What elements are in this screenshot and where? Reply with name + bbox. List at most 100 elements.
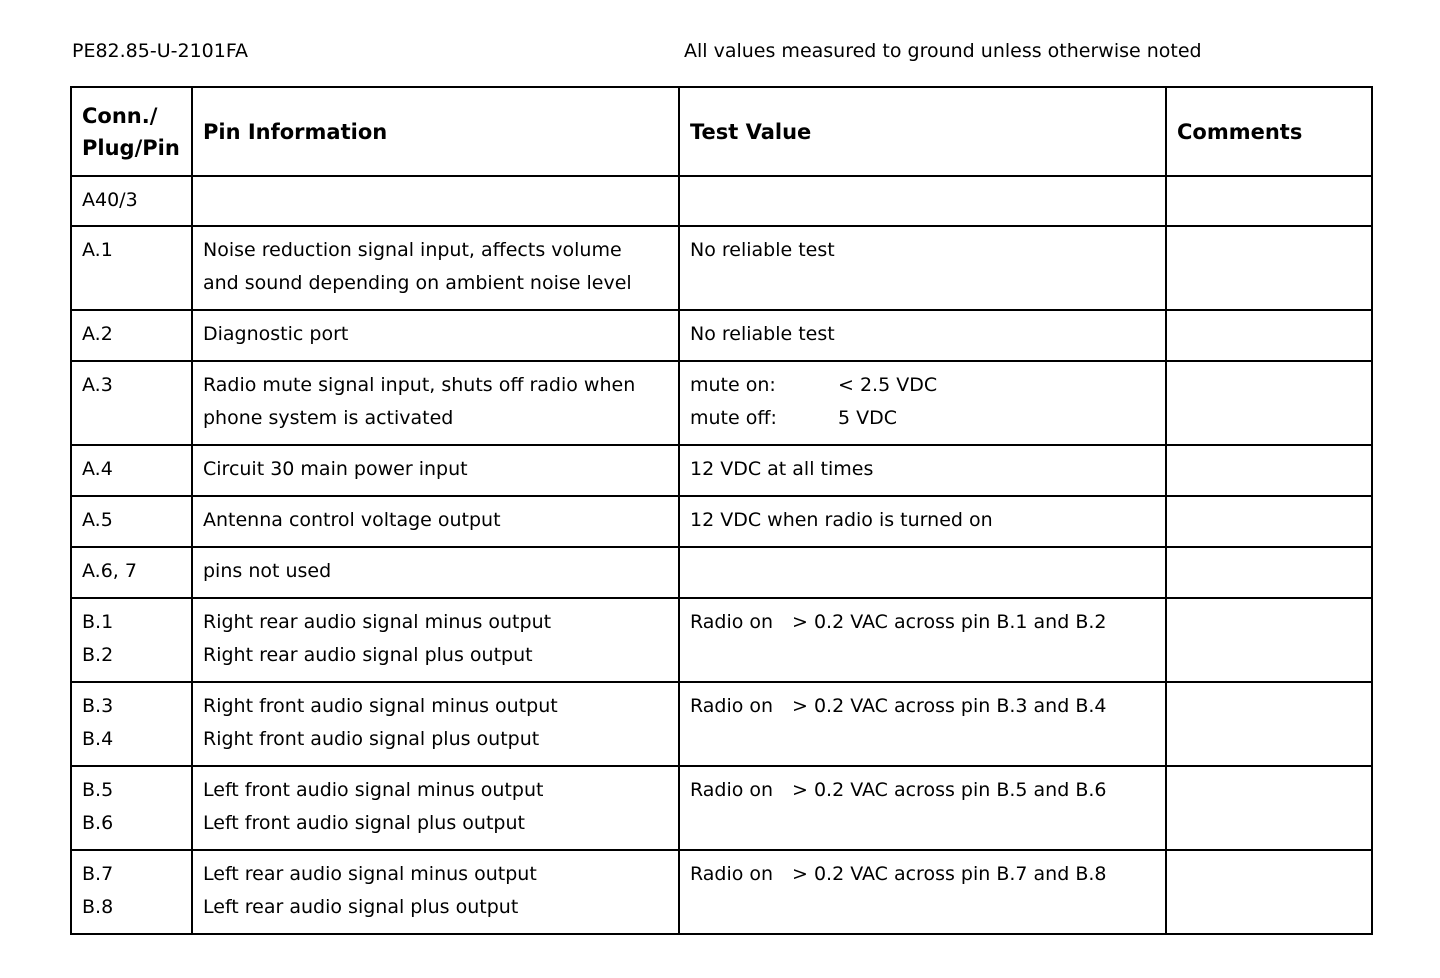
pin-label: B.6 [82, 812, 114, 834]
test-condition: No reliable test [690, 239, 835, 261]
test-condition: mute on: [690, 374, 776, 396]
pin-label: A.4 [82, 458, 113, 480]
test-value-line: Radio on > 0.2 VAC across pin B.3 and B.4 [690, 690, 1155, 723]
pin-label: A.5 [82, 509, 113, 531]
test-condition: mute off: [690, 407, 777, 429]
test-condition: 12 VDC at all times [690, 458, 874, 480]
test-value: > 0.2 VAC across pin B.5 and B.6 [792, 779, 1107, 801]
comments-cell [1165, 765, 1373, 851]
pin-info-text: Noise reduction signal input, affects vo… [203, 239, 622, 261]
test-value-cell [678, 546, 1167, 599]
pin-info-text: Right front audio signal minus output [203, 695, 558, 717]
test-condition: 12 VDC when radio is turned on [690, 509, 993, 531]
pin-cell: B.5 B.6 [70, 765, 193, 851]
pin-cell: A40/3 [70, 175, 193, 227]
pin-cell: A.4 [70, 444, 193, 497]
pin-label: B.5 [82, 779, 114, 801]
pin-cell: A.2 [70, 309, 193, 362]
test-condition: Radio on [690, 611, 774, 633]
comments-cell [1165, 495, 1373, 548]
test-value-cell: Radio on > 0.2 VAC across pin B.5 and B.6 [678, 765, 1167, 851]
pin-label: A.3 [82, 374, 113, 396]
pin-info-text: and sound depending on ambient noise lev… [203, 272, 632, 294]
pin-info-cell: Antenna control voltage output [191, 495, 680, 548]
test-value-line: Radio on > 0.2 VAC across pin B.1 and B.2 [690, 606, 1155, 639]
table-row: A.5 Antenna control voltage output 12 VDC … [70, 495, 1373, 548]
comments-cell [1165, 849, 1373, 935]
pin-label: A.6, 7 [82, 560, 137, 582]
col-header-test-value: Test Value [678, 86, 1167, 177]
pin-info-cell: Right rear audio signal minus output Righ… [191, 597, 680, 683]
pin-info-text: Diagnostic port [203, 323, 349, 345]
test-value: < 2.5 VDC [838, 374, 938, 396]
test-condition: Radio on [690, 779, 774, 801]
pin-label: B.3 [82, 695, 114, 717]
pin-info-text: Left rear audio signal minus output [203, 863, 537, 885]
col-header-pin-info: Pin Information [191, 86, 680, 177]
pin-info-text: Radio mute signal input, shuts off radio… [203, 374, 636, 396]
pin-label: A.2 [82, 323, 113, 345]
pin-info-text: phone system is activated [203, 407, 454, 429]
test-condition: No reliable test [690, 323, 835, 345]
test-value-line: Radio on > 0.2 VAC across pin B.5 and B.6 [690, 774, 1155, 807]
test-value-cell: No reliable test [678, 225, 1167, 311]
pin-info-cell: Left rear audio signal minus output Left … [191, 849, 680, 935]
test-value: 5 VDC [838, 407, 898, 429]
col-header-conn-line1: Conn./ [82, 103, 158, 128]
document-id: PE82.85-U-2101FA [72, 40, 249, 62]
col-header-conn-line2: Plug/Pin [82, 135, 180, 160]
test-value: > 0.2 VAC across pin B.3 and B.4 [792, 695, 1107, 717]
test-value-line: mute on: < 2.5 VDC [690, 369, 1155, 402]
pin-cell: A.6, 7 [70, 546, 193, 599]
pin-label: B.8 [82, 896, 114, 918]
table-row: B.1 B.2 Right rear audio signal minus outp… [70, 597, 1373, 683]
comments-cell [1165, 309, 1373, 362]
pin-info-text: Left front audio signal plus output [203, 812, 525, 834]
test-condition: Radio on [690, 863, 774, 885]
comments-cell [1165, 546, 1373, 599]
pin-cell: A.1 [70, 225, 193, 311]
pin-label: B.1 [82, 611, 114, 633]
test-value-line: No reliable test [690, 234, 1155, 267]
pin-label: A40/3 [82, 189, 138, 211]
test-value-line: 12 VDC when radio is turned on [690, 504, 1155, 537]
test-value-line: Radio on > 0.2 VAC across pin B.7 and B.8 [690, 858, 1155, 891]
test-value-cell: No reliable test [678, 309, 1167, 362]
pin-cell: B.3 B.4 [70, 681, 193, 767]
pin-cell: B.1 B.2 [70, 597, 193, 683]
table-row: A.2 Diagnostic port No reliable test [70, 309, 1373, 362]
pin-cell: A.3 [70, 360, 193, 446]
test-value-cell: 12 VDC when radio is turned on [678, 495, 1167, 548]
comments-cell [1165, 444, 1373, 497]
pin-test-table: Conn./ Plug/Pin Pin Information Test Valu… [70, 86, 1373, 935]
pin-info-text: Right rear audio signal minus output [203, 611, 552, 633]
table-row: B.3 B.4 Right front audio signal minus out… [70, 681, 1373, 767]
pin-info-cell: Diagnostic port [191, 309, 680, 362]
test-value-cell: Radio on > 0.2 VAC across pin B.1 and B.2 [678, 597, 1167, 683]
comments-cell [1165, 360, 1373, 446]
test-value-cell: Radio on > 0.2 VAC across pin B.7 and B.8 [678, 849, 1167, 935]
pin-cell: A.5 [70, 495, 193, 548]
pin-info-text: Left rear audio signal plus output [203, 896, 519, 918]
test-value-line: mute off: 5 VDC [690, 402, 1155, 435]
test-value-cell: 12 VDC at all times [678, 444, 1167, 497]
test-value-cell [678, 175, 1167, 227]
table-row: B.5 B.6 Left front audio signal minus outp… [70, 765, 1373, 851]
test-value: > 0.2 VAC across pin B.7 and B.8 [792, 863, 1107, 885]
pin-info-cell: Radio mute signal input, shuts off radio… [191, 360, 680, 446]
col-header-conn: Conn./ Plug/Pin [70, 86, 193, 177]
comments-cell [1165, 175, 1373, 227]
pin-info-text: Circuit 30 main power input [203, 458, 468, 480]
pin-label: A.1 [82, 239, 113, 261]
table-row: A.4 Circuit 30 main power input 12 VDC at … [70, 444, 1373, 497]
measurement-note: All values measured to ground unless oth… [684, 40, 1202, 62]
pin-label: B.4 [82, 728, 114, 750]
test-value: > 0.2 VAC across pin B.1 and B.2 [792, 611, 1107, 633]
pin-label: B.2 [82, 644, 114, 666]
header-row: Conn./ Plug/Pin Pin Information Test Valu… [70, 86, 1373, 177]
table-row: A.6, 7 pins not used [70, 546, 1373, 599]
pin-info-cell: Right front audio signal minus output Rig… [191, 681, 680, 767]
pin-info-cell: Circuit 30 main power input [191, 444, 680, 497]
pin-info-cell: pins not used [191, 546, 680, 599]
pin-info-text: Left front audio signal minus output [203, 779, 544, 801]
